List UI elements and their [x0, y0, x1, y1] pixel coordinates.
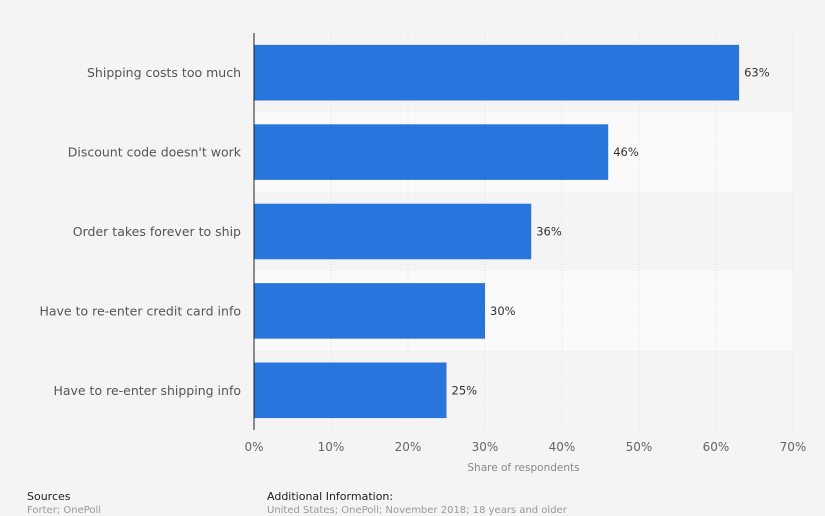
- category-label: Have to re-enter credit card info: [39, 303, 241, 318]
- sources-title: Sources: [27, 490, 71, 503]
- category-labels: Shipping costs too much Discount code doe…: [39, 65, 241, 398]
- bar: [254, 44, 740, 101]
- x-tick-label: 0%: [244, 440, 263, 454]
- value-label: 63%: [744, 66, 770, 80]
- additional-info-title: Additional Information:: [267, 490, 394, 503]
- category-label: Order takes forever to ship: [73, 224, 241, 239]
- x-tick-label: 50%: [626, 440, 653, 454]
- category-label: Have to re-enter shipping info: [53, 383, 241, 398]
- x-tick-label: 40%: [549, 440, 576, 454]
- sources-block: Sources Forter; OnePoll: [27, 490, 101, 516]
- value-labels: 63% 46% 36% 30% 25%: [452, 66, 770, 398]
- bar: [254, 203, 532, 260]
- x-tick-label: 20%: [395, 440, 422, 454]
- category-label: Discount code doesn't work: [68, 145, 242, 160]
- sources-text: Forter; OnePoll: [27, 505, 102, 516]
- category-label: Shipping costs too much: [87, 65, 241, 80]
- value-label: 46%: [613, 145, 639, 159]
- x-tick-label: 10%: [318, 440, 345, 454]
- value-label: 36%: [536, 225, 562, 239]
- x-tick-label: 70%: [780, 440, 807, 454]
- bar: [254, 124, 609, 180]
- additional-info-text: United States; OnePoll; November 2018; 1…: [267, 505, 567, 516]
- bars: [254, 44, 740, 419]
- additional-info-block: Additional Information: United States; O…: [267, 490, 567, 516]
- value-label: 30%: [490, 304, 516, 318]
- x-tick-label: 60%: [703, 440, 730, 454]
- bar: [254, 283, 485, 339]
- x-axis-title: Share of respondents: [467, 462, 579, 474]
- value-label: 25%: [452, 383, 478, 397]
- x-tick-labels: 0% 10% 20% 30% 40% 50% 60% 70%: [244, 440, 806, 454]
- bar: [254, 362, 447, 419]
- x-tick-label: 30%: [472, 440, 499, 454]
